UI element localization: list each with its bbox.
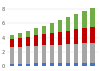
Bar [26, 47, 30, 63]
Bar [50, 45, 55, 63]
Bar [50, 63, 55, 66]
Bar [58, 20, 62, 32]
Bar [42, 46, 46, 63]
Bar [42, 26, 46, 34]
Bar [34, 35, 38, 46]
Bar [66, 63, 70, 66]
Bar [18, 64, 22, 66]
Bar [82, 28, 86, 43]
Bar [10, 64, 14, 66]
Bar [66, 31, 70, 44]
Bar [18, 47, 22, 64]
Bar [42, 63, 46, 66]
Bar [74, 44, 78, 63]
Bar [34, 28, 38, 35]
Bar [90, 8, 94, 27]
Bar [58, 32, 62, 45]
Bar [34, 46, 38, 63]
Bar [26, 37, 30, 47]
Bar [82, 63, 86, 66]
Bar [50, 33, 55, 45]
Bar [26, 31, 30, 37]
Bar [66, 44, 70, 63]
Bar [82, 11, 86, 28]
Bar [74, 29, 78, 44]
Bar [58, 63, 62, 66]
Bar [90, 27, 94, 43]
Bar [66, 17, 70, 31]
Bar [42, 34, 46, 46]
Bar [26, 63, 30, 66]
Bar [74, 63, 78, 66]
Bar [10, 39, 14, 47]
Bar [34, 63, 38, 66]
Bar [18, 38, 22, 47]
Bar [90, 62, 94, 66]
Bar [50, 23, 55, 33]
Bar [18, 33, 22, 38]
Bar [74, 14, 78, 29]
Bar [10, 47, 14, 64]
Bar [82, 43, 86, 63]
Bar [58, 45, 62, 63]
Bar [10, 35, 14, 39]
Bar [90, 43, 94, 62]
